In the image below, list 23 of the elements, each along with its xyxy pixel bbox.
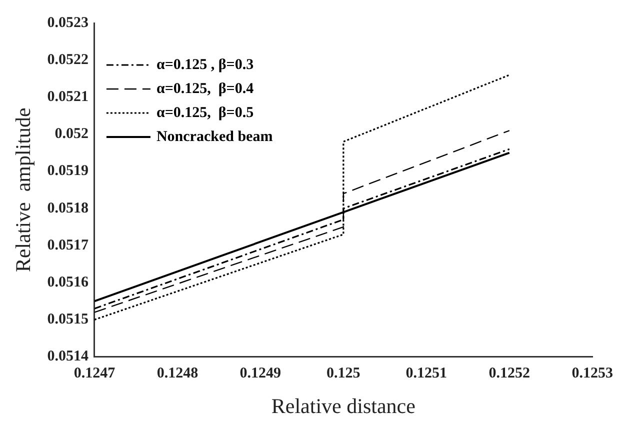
y-tick-label: 0.0523 bbox=[47, 14, 88, 31]
y-tick-label: 0.052 bbox=[54, 126, 88, 142]
x-tick-label: 0.1249 bbox=[240, 366, 282, 382]
y-tick-label: 0.0517 bbox=[47, 237, 89, 254]
y-tick-label: 0.0515 bbox=[47, 312, 88, 328]
y-tick-label: 0.0522 bbox=[47, 52, 88, 68]
x-tick-label: 0.1248 bbox=[156, 366, 198, 382]
x-tick-label: 0.1251 bbox=[406, 366, 448, 382]
y-tick-label: 0.0518 bbox=[47, 200, 88, 216]
x-axis-title: Relative distance bbox=[271, 394, 416, 418]
y-tick-label: 0.0514 bbox=[47, 348, 89, 365]
y-tick-label: 0.0521 bbox=[47, 89, 88, 106]
x-tick-label: 0.1252 bbox=[488, 366, 530, 382]
x-tick-label: 0.1253 bbox=[572, 366, 613, 382]
x-tick-label: 0.125 bbox=[326, 366, 360, 382]
legend-label: α=0.125, β=0.5 bbox=[156, 104, 254, 121]
legend-label: α=0.125, β=0.4 bbox=[156, 80, 254, 97]
y-tick-label: 0.0519 bbox=[47, 163, 88, 180]
legend-label: α=0.125 , β=0.3 bbox=[156, 56, 254, 73]
y-tick-label: 0.0516 bbox=[47, 274, 89, 290]
y-axis-title: Relative amplitude bbox=[11, 108, 36, 272]
legend-label: Noncracked beam bbox=[156, 128, 274, 145]
x-tick-label: 0.1247 bbox=[74, 366, 116, 382]
